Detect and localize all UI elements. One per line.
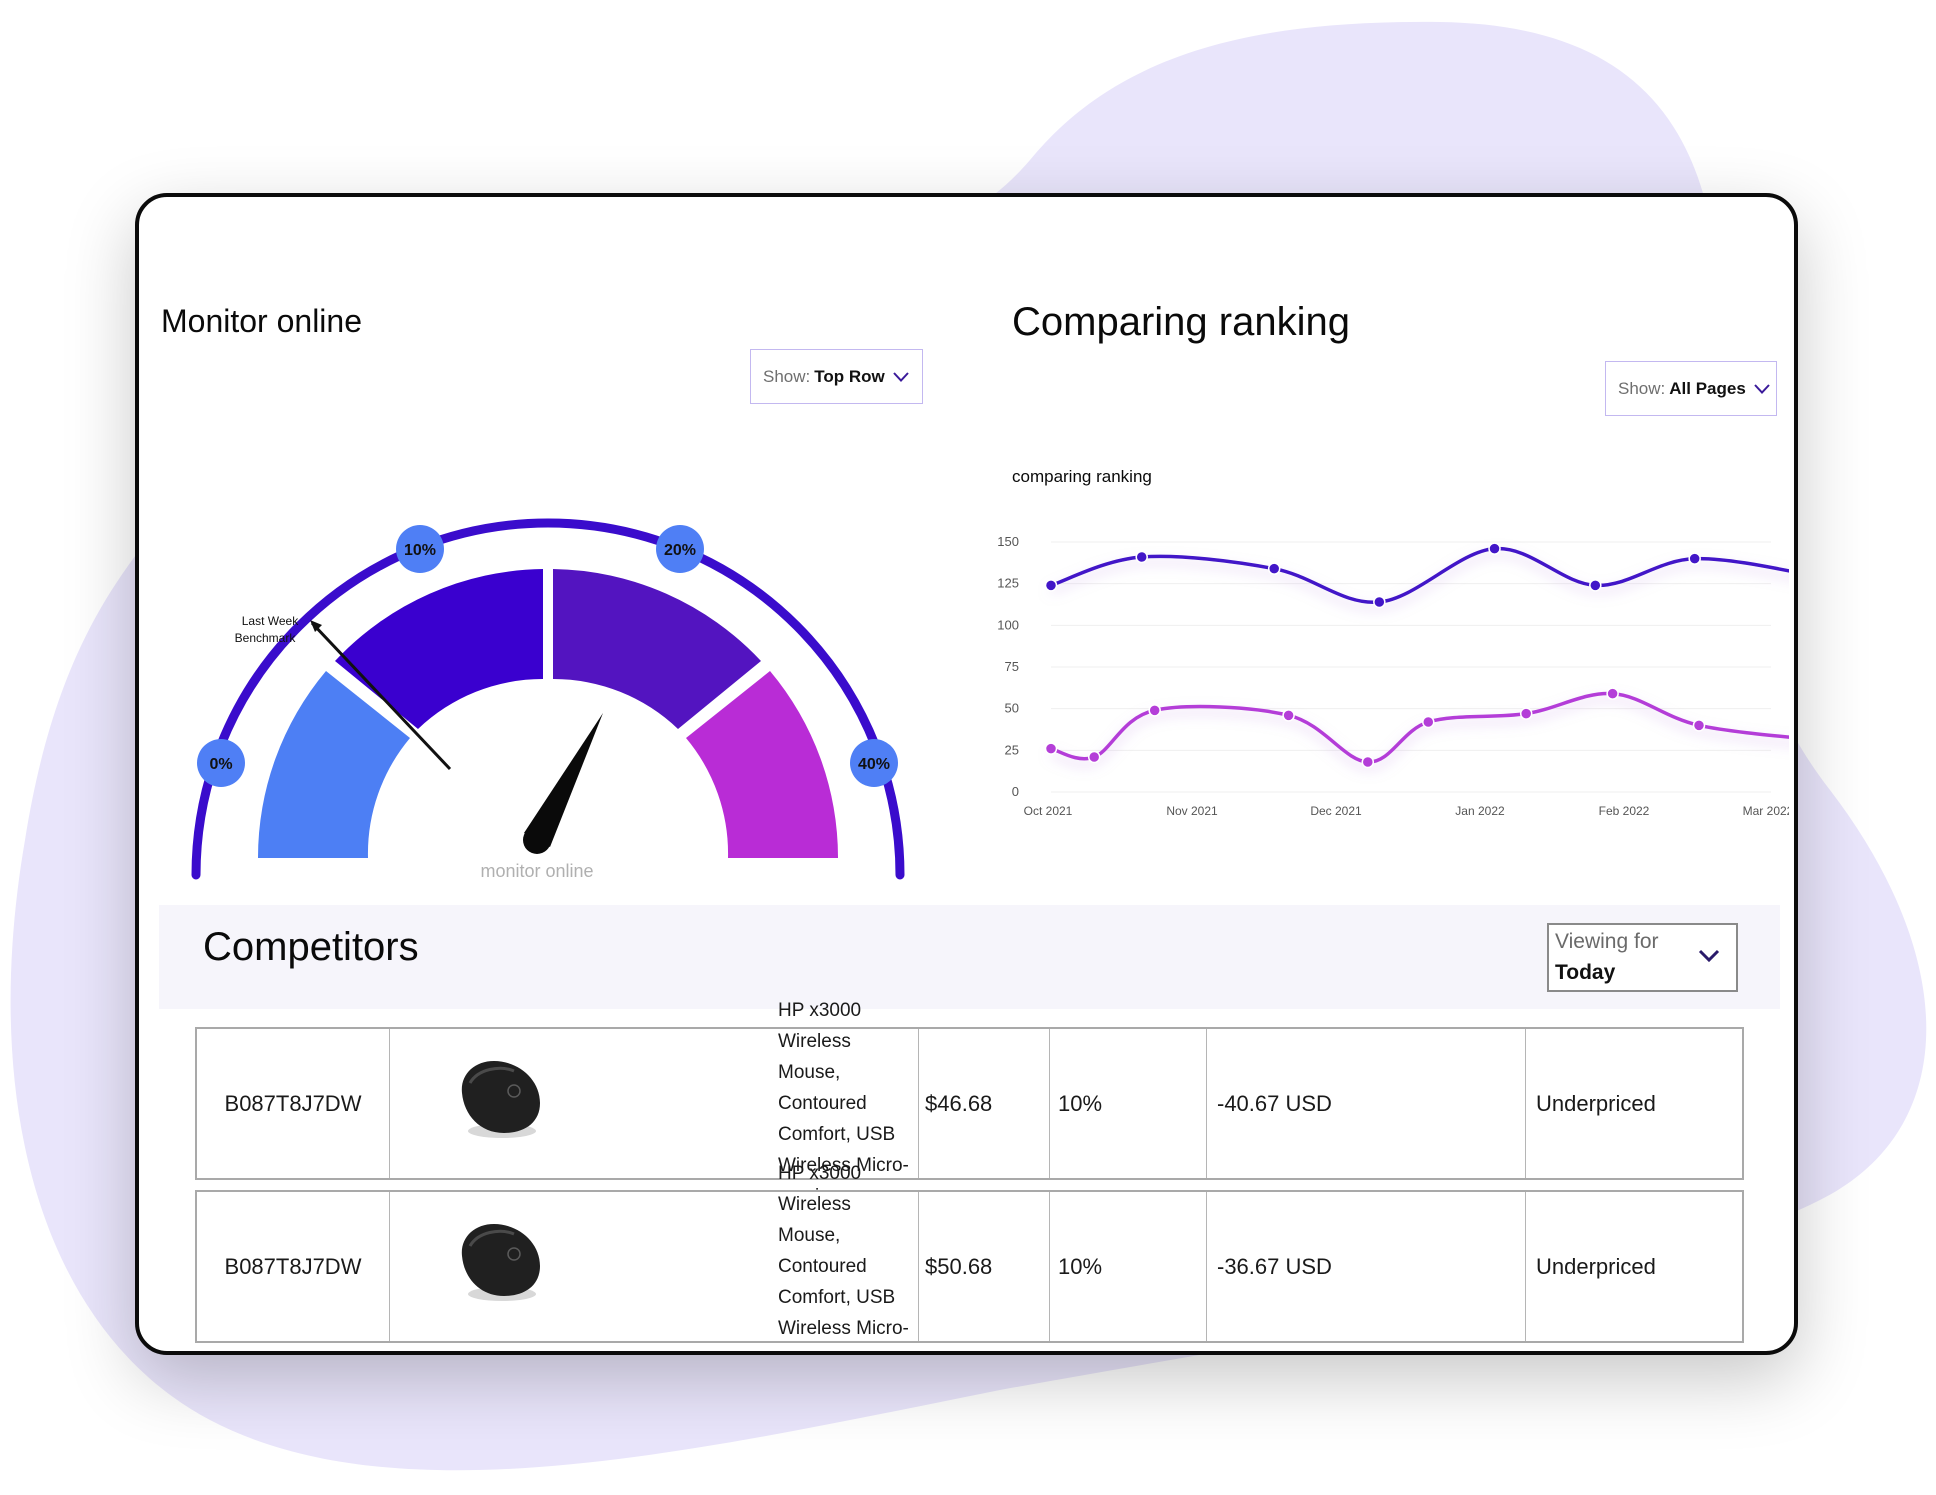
product-name: HP x3000 Wireless Mouse, Contoured Comfo… — [778, 1163, 909, 1351]
gauge-tick-20: 20% — [656, 525, 704, 573]
mouse-product-icon — [461, 1224, 540, 1301]
mouse-product-icon — [461, 1061, 540, 1138]
y-tick-label: 0 — [1012, 784, 1019, 799]
svg-text:20%: 20% — [664, 542, 696, 559]
data-point — [1688, 552, 1701, 565]
asin-cell: B087T8J7DW — [197, 1192, 390, 1341]
y-tick-label: 50 — [1005, 701, 1019, 716]
ranking-show-value: All Pages — [1669, 378, 1746, 398]
data-point — [1361, 755, 1375, 769]
y-tick-label: 100 — [997, 617, 1019, 632]
data-point — [1519, 707, 1533, 720]
gauge-tick-0: 0% — [197, 739, 245, 787]
monitor-show-label: Show: — [763, 366, 811, 386]
svg-text:0%: 0% — [209, 756, 232, 773]
series-line — [1050, 691, 1789, 764]
competitors-title: Competitors — [203, 925, 419, 969]
gauge-segment-2 — [335, 569, 543, 729]
benchmark-label-1: Last Week — [242, 614, 299, 628]
benchmark-line — [310, 621, 452, 771]
gauge-outer-arc — [191, 518, 905, 880]
monitor-online-title: Monitor online — [161, 303, 362, 339]
product-cell: HP x3000 Wireless Mouse, Contoured Comfo… — [389, 1163, 919, 1351]
x-tick-label: Feb 2022 — [1599, 804, 1650, 818]
data-point — [1422, 715, 1435, 729]
price-cell: $46.68 — [919, 1029, 1050, 1178]
y-tick-label: 75 — [1005, 659, 1019, 674]
ranking-chart-subtitle: comparing ranking — [1012, 467, 1152, 486]
gauge-tick-40: 40% — [850, 739, 898, 787]
y-tick-label: 125 — [997, 576, 1019, 591]
gauge-needle — [524, 713, 603, 847]
viewing-for-value: Today — [1555, 961, 1616, 984]
data-point — [1692, 719, 1706, 732]
data-point — [1044, 579, 1058, 592]
asin-cell: B087T8J7DW — [197, 1029, 390, 1178]
data-point — [1135, 550, 1148, 564]
svg-text:10%: 10% — [404, 542, 436, 559]
difference-cell: -36.67 USD — [1207, 1192, 1526, 1341]
viewing-for-label: Viewing for — [1555, 930, 1659, 953]
x-tick-label: Oct 2021 — [1024, 804, 1073, 818]
table-row[interactable]: B087T8J7DW HP x3000 Wireless Mouse, Cont… — [195, 1163, 1744, 1351]
data-point — [1148, 704, 1161, 717]
product-name: HP x3000 Wireless Mouse, Contoured Comfo… — [778, 1000, 909, 1207]
difference-cell: -40.67 USD — [1207, 1029, 1526, 1178]
svg-text:40%: 40% — [858, 756, 890, 773]
dashboard-window: Monitor online Show: Top Row Last Week B… — [135, 193, 1798, 1355]
ranking-show-dropdown[interactable]: Show: All Pages — [1605, 361, 1777, 416]
gauge-segment-4 — [686, 671, 839, 858]
benchmark-arrow-icon — [310, 620, 322, 632]
data-point — [1267, 562, 1281, 575]
data-point — [1606, 687, 1619, 700]
gauge-tick-10: 10% — [396, 525, 444, 573]
data-point — [1087, 750, 1101, 764]
data-point — [1589, 579, 1602, 592]
monitor-show-dropdown[interactable]: Show: Top Row — [750, 349, 923, 404]
series-line — [1050, 546, 1789, 604]
price-cell: $50.68 — [919, 1192, 1050, 1341]
gauge-caption: monitor online — [480, 861, 593, 881]
benchmark-label-2: Benchmark — [235, 631, 297, 645]
monitor-show-value: Top Row — [814, 366, 885, 386]
status-cell: Underpriced — [1536, 1253, 1656, 1279]
data-point — [1488, 542, 1501, 555]
chevron-down-icon — [893, 371, 909, 382]
viewing-for-dropdown[interactable]: Viewing for Today — [1547, 923, 1738, 992]
competitors-header-bar — [159, 905, 1780, 1009]
product-cell: HP x3000 Wireless Mouse, Contoured Comfo… — [389, 1000, 919, 1207]
x-tick-label: Nov 2021 — [1166, 804, 1218, 818]
y-tick-label: 25 — [1005, 742, 1019, 757]
data-point — [1044, 742, 1058, 755]
percent-cell: 10% — [1050, 1029, 1207, 1178]
x-tick-label: Dec 2021 — [1310, 804, 1362, 818]
gauge-segment-3 — [553, 569, 761, 729]
y-tick-label: 150 — [997, 534, 1019, 549]
data-point — [1373, 595, 1386, 609]
percent-cell: 10% — [1050, 1192, 1207, 1341]
monitor-gauge: Last Week Benchmark monitor online 0% 10… — [191, 518, 905, 881]
chevron-down-icon — [1698, 949, 1720, 963]
status-cell: Underpriced — [1536, 1090, 1656, 1116]
chevron-down-icon — [1754, 383, 1770, 394]
data-point — [1282, 709, 1295, 722]
x-tick-label: Jan 2022 — [1455, 804, 1505, 818]
gauge-needle-hub — [523, 826, 551, 854]
ranking-show-label: Show: — [1618, 378, 1666, 398]
x-tick-label: Mar 2022 — [1743, 804, 1789, 818]
comparing-ranking-title: Comparing ranking — [1012, 300, 1350, 344]
ranking-line-chart: 0 25 50 75 100 125 150 Oct 2021 Nov 2021 Dec 202… — [997, 534, 1789, 818]
table-row[interactable]: B087T8J7DW HP x3000 Wireless Mouse, Cont… — [195, 1000, 1744, 1207]
gauge-segment-1 — [257, 671, 410, 858]
